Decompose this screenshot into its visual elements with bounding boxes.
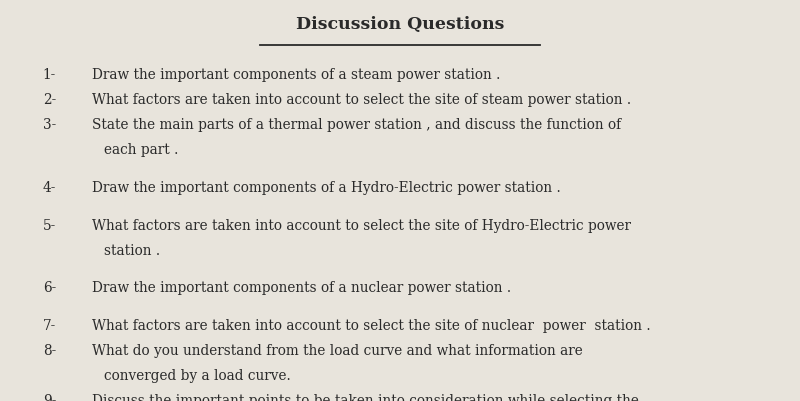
Text: State the main parts of a thermal power station , and discuss the function of: State the main parts of a thermal power … — [92, 118, 621, 132]
Text: 8-: 8- — [42, 343, 56, 357]
Text: Discussion Questions: Discussion Questions — [296, 16, 504, 33]
Text: converged by a load curve.: converged by a load curve. — [104, 368, 290, 382]
Text: What factors are taken into account to select the site of Hydro-Electric power: What factors are taken into account to s… — [92, 218, 631, 232]
Text: Draw the important components of a nuclear power station .: Draw the important components of a nucle… — [92, 281, 511, 295]
Text: 2-: 2- — [42, 93, 56, 107]
Text: Draw the important components of a Hydro-Electric power station .: Draw the important components of a Hydro… — [92, 180, 561, 194]
Text: What factors are taken into account to select the site of steam power station .: What factors are taken into account to s… — [92, 93, 631, 107]
Text: Discuss the important points to be taken into consideration while selecting the: Discuss the important points to be taken… — [92, 393, 639, 401]
Text: each part .: each part . — [104, 143, 178, 157]
Text: 4-: 4- — [42, 180, 56, 194]
Text: station .: station . — [104, 243, 160, 257]
Text: 9-: 9- — [42, 393, 56, 401]
Text: 5-: 5- — [42, 218, 56, 232]
Text: What factors are taken into account to select the site of nuclear  power  statio: What factors are taken into account to s… — [92, 318, 650, 332]
Text: 1-: 1- — [42, 68, 56, 82]
Text: 3-: 3- — [42, 118, 56, 132]
Text: 7-: 7- — [42, 318, 56, 332]
Text: 6-: 6- — [42, 281, 56, 295]
Text: Draw the important components of a steam power station .: Draw the important components of a steam… — [92, 68, 500, 82]
Text: What do you understand from the load curve and what information are: What do you understand from the load cur… — [92, 343, 582, 357]
